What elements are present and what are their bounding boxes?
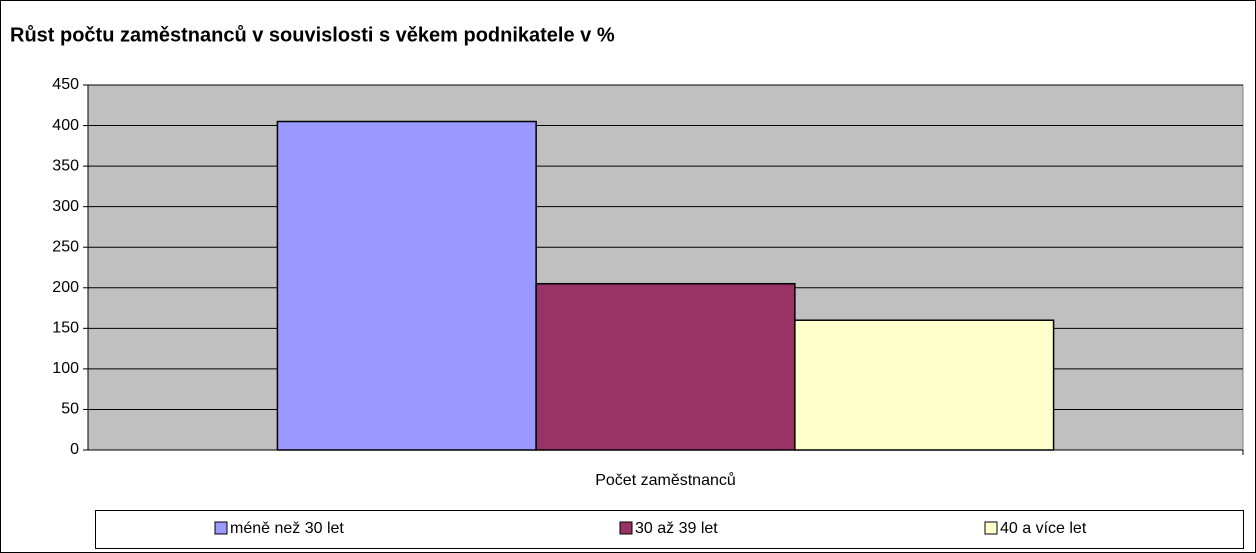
y-tick-label: 350 (52, 157, 79, 174)
y-tick-label: 50 (61, 401, 79, 418)
legend-swatch (214, 521, 228, 535)
x-tick-label: Počet zaměstnanců (595, 471, 736, 489)
bar (276, 120, 537, 451)
y-tick-label: 300 (52, 198, 79, 215)
legend-swatch (619, 521, 633, 535)
legend-label: 40 a více let (1000, 520, 1087, 537)
legend-box (95, 510, 1244, 549)
chart-title: Růst počtu zaměstnanců v souvislosti s v… (10, 24, 615, 46)
y-tick-label: 400 (52, 117, 79, 134)
y-tick-label: 200 (52, 279, 79, 296)
y-tick-label: 150 (52, 320, 79, 337)
y-tick-label: 100 (52, 360, 79, 377)
y-tick-label: 0 (70, 441, 79, 458)
y-tick-label: 450 (52, 76, 79, 93)
legend-label: méně než 30 let (230, 520, 344, 537)
legend-swatch (984, 521, 998, 535)
legend-label: 30 až 39 let (635, 520, 718, 537)
bar (794, 319, 1055, 451)
bar (535, 282, 796, 451)
y-tick-label: 250 (52, 238, 79, 255)
